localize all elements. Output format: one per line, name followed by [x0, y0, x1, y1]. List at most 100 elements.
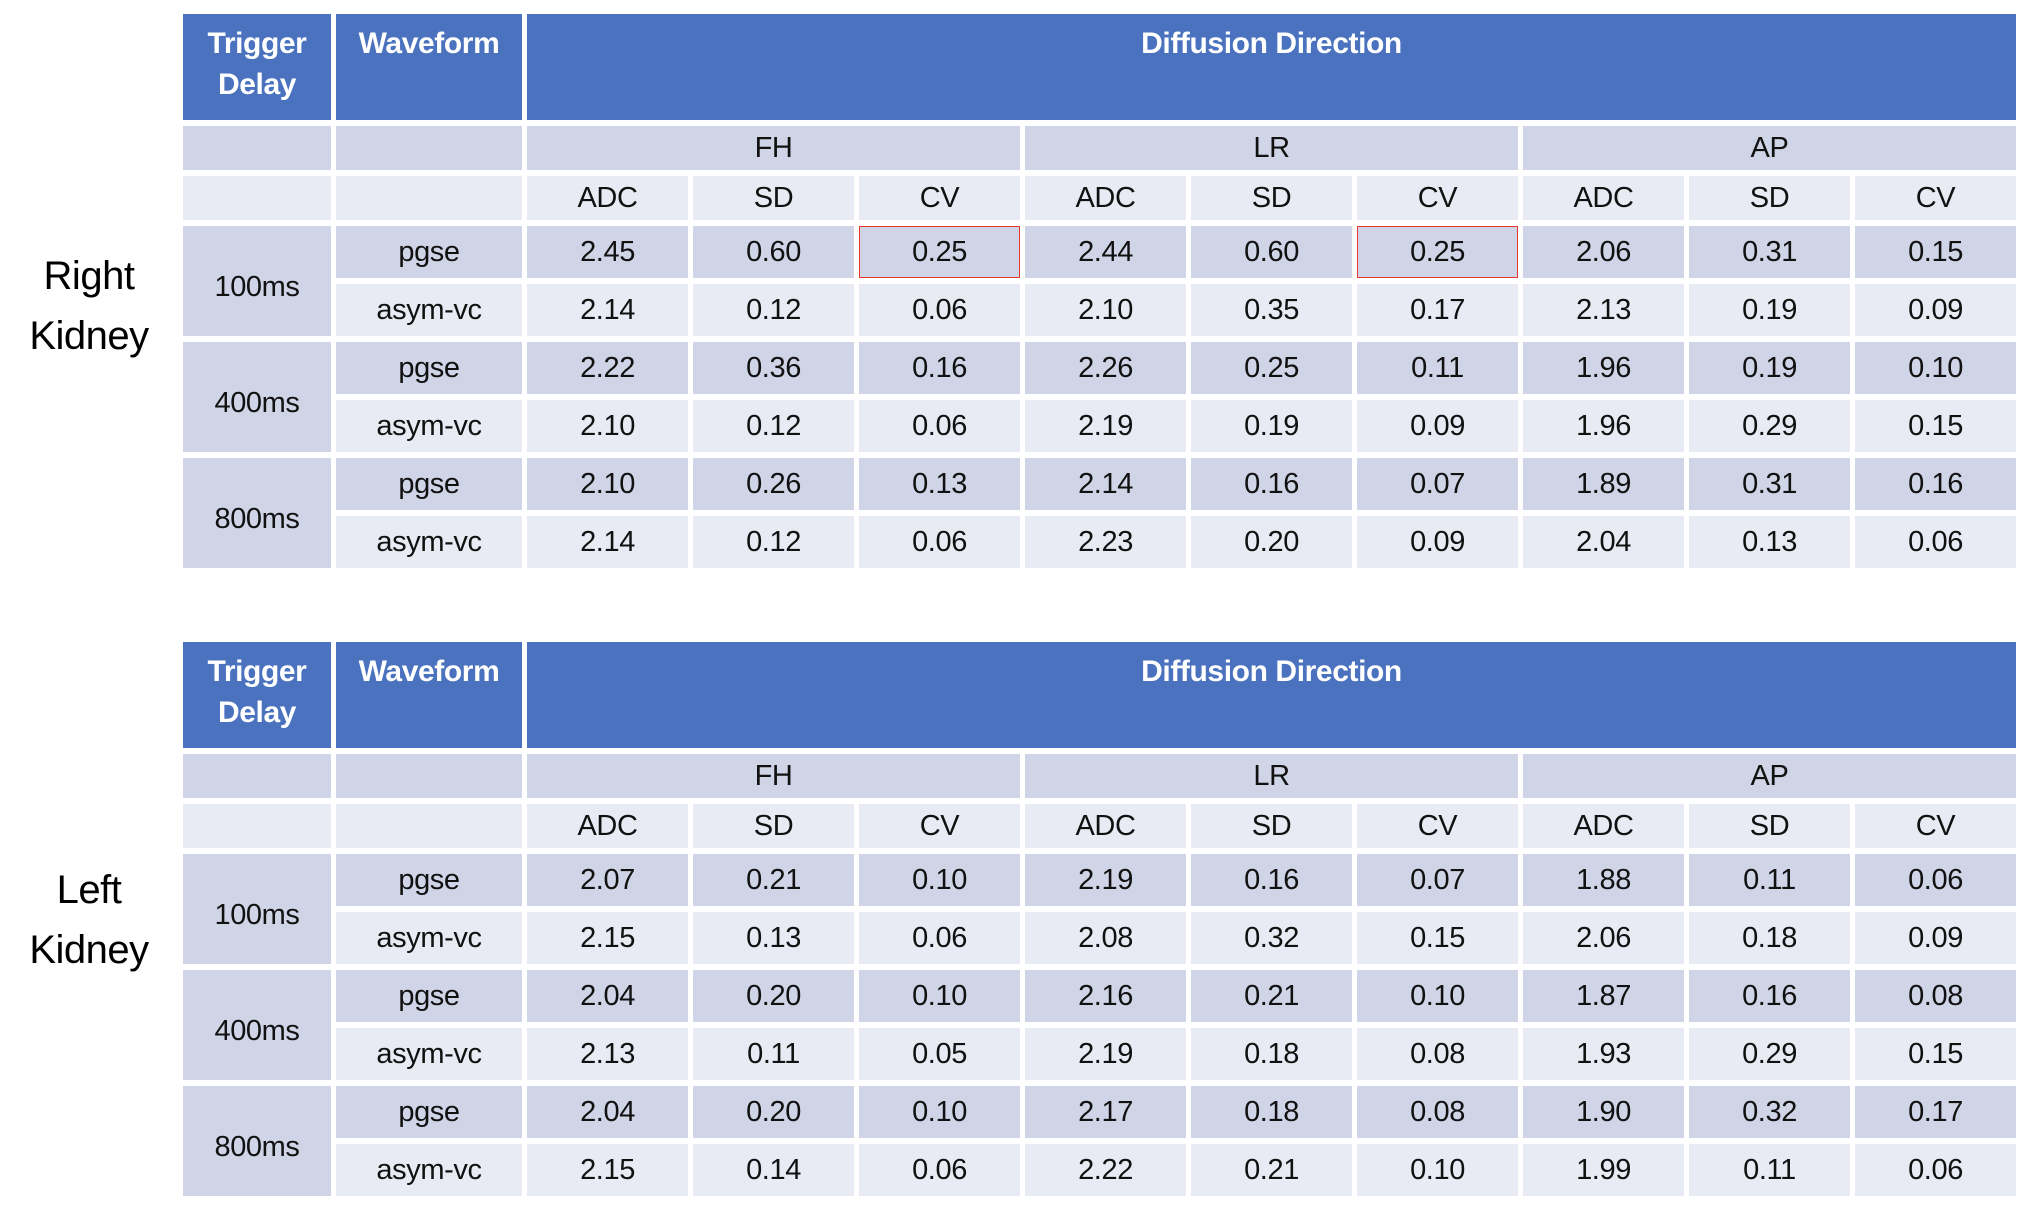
waveform-cell: asym-vc [336, 1144, 522, 1196]
data-cell: 0.07 [1357, 854, 1518, 906]
data-cell: 0.17 [1855, 1086, 2016, 1138]
data-cell: 0.15 [1855, 226, 2016, 278]
metric-header-row: ADC SD CV ADC SD CV ADC SD CV [183, 176, 2016, 220]
data-cell: 0.15 [1855, 1028, 2016, 1080]
waveform-header: Waveform [336, 642, 522, 748]
data-cell: 0.09 [1357, 400, 1518, 452]
left-kidney-label-line1: Left [56, 868, 122, 912]
data-cell: 0.10 [859, 1086, 1020, 1138]
data-cell: 2.14 [1025, 458, 1186, 510]
waveform-cell: pgse [336, 970, 522, 1022]
waveform-cell: asym-vc [336, 1028, 522, 1080]
data-cell: 2.04 [1523, 516, 1684, 568]
metric-header-adc: ADC [1523, 176, 1684, 220]
data-cell: 2.19 [1025, 400, 1186, 452]
data-cell: 0.60 [1191, 226, 1352, 278]
data-cell: 2.08 [1025, 912, 1186, 964]
data-cell: 0.29 [1689, 1028, 1850, 1080]
data-cell: 0.31 [1689, 458, 1850, 510]
data-cell: 1.90 [1523, 1086, 1684, 1138]
data-cell: 0.20 [693, 1086, 854, 1138]
metric-header-cv: CV [859, 176, 1020, 220]
data-cell: 0.06 [1855, 516, 2016, 568]
waveform-cell: asym-vc [336, 912, 522, 964]
data-cell: 1.99 [1523, 1144, 1684, 1196]
metric-header-sd: SD [693, 176, 854, 220]
data-cell: 0.21 [1191, 1144, 1352, 1196]
empty-cell [183, 804, 331, 848]
data-cell: 0.11 [1689, 854, 1850, 906]
data-cell: 2.16 [1025, 970, 1186, 1022]
data-cell: 2.10 [1025, 284, 1186, 336]
metric-header-cv: CV [1357, 176, 1518, 220]
data-cell: 0.18 [1191, 1028, 1352, 1080]
empty-cell [336, 804, 522, 848]
table-row: 800ms pgse 2.10 0.26 0.13 2.14 0.16 0.07… [183, 458, 2016, 568]
data-cell: 1.87 [1523, 970, 1684, 1022]
trigger-delay-header: Trigger Delay [183, 14, 331, 120]
metric-header-sd: SD [1191, 804, 1352, 848]
data-cell: 0.09 [1357, 516, 1518, 568]
metric-header-cv: CV [1855, 176, 2016, 220]
metric-header-row: ADC SD CV ADC SD CV ADC SD CV [183, 804, 2016, 848]
data-cell: 0.09 [1855, 912, 2016, 964]
waveform-cell: pgse [336, 854, 522, 906]
data-cell: 0.13 [1689, 516, 1850, 568]
empty-cell [336, 176, 522, 220]
data-cell: 2.15 [527, 1144, 688, 1196]
metric-header-adc: ADC [527, 176, 688, 220]
data-cell: 2.04 [527, 970, 688, 1022]
metric-header-adc: ADC [1025, 804, 1186, 848]
group-header-ap: AP [1523, 754, 2016, 798]
data-cell: 0.06 [859, 400, 1020, 452]
data-cell: 0.08 [1357, 1086, 1518, 1138]
trigger-delay-cell: 400ms [183, 970, 331, 1080]
direction-group-row: FH LR AP [183, 126, 2016, 170]
data-cell: 0.12 [693, 516, 854, 568]
diffusion-direction-header: Diffusion Direction [527, 14, 2016, 120]
trigger-delay-cell: 400ms [183, 342, 331, 452]
data-cell: 0.08 [1855, 970, 2016, 1022]
metric-header-sd: SD [693, 804, 854, 848]
group-header-fh: FH [527, 754, 1020, 798]
left-kidney-table: Trigger Delay Waveform Diffusion Directi… [178, 636, 2021, 1202]
data-cell: 0.10 [859, 854, 1020, 906]
direction-group-row: FH LR AP [183, 754, 2016, 798]
table-row: 800ms pgse 2.04 0.20 0.10 2.17 0.18 0.08… [183, 1086, 2016, 1196]
data-cell: 0.29 [1689, 400, 1850, 452]
data-cell: 2.23 [1025, 516, 1186, 568]
data-cell: 0.19 [1689, 342, 1850, 394]
right-kidney-label-line1: Right [43, 254, 135, 298]
metric-header-sd: SD [1689, 176, 1850, 220]
data-cell: 2.13 [527, 1028, 688, 1080]
table-row: asym-vc 2.15 0.14 0.06 2.22 0.21 0.10 1.… [183, 1144, 2016, 1196]
data-cell: 0.13 [693, 912, 854, 964]
data-cell: 0.06 [1855, 854, 2016, 906]
data-cell: 0.15 [1357, 912, 1518, 964]
data-cell: 2.10 [527, 400, 688, 452]
table-row: asym-vc 2.14 0.12 0.06 2.23 0.20 0.09 2.… [183, 516, 2016, 568]
metric-header-sd: SD [1191, 176, 1352, 220]
group-header-lr: LR [1025, 126, 1518, 170]
metric-header-cv: CV [1357, 804, 1518, 848]
waveform-header: Waveform [336, 14, 522, 120]
data-cell: 0.13 [859, 458, 1020, 510]
data-cell: 0.16 [1689, 970, 1850, 1022]
metric-header-adc: ADC [1523, 804, 1684, 848]
data-cell: 0.06 [859, 912, 1020, 964]
data-cell: 2.17 [1025, 1086, 1186, 1138]
data-cell: 0.19 [1191, 400, 1352, 452]
metric-header-adc: ADC [527, 804, 688, 848]
data-cell: 2.26 [1025, 342, 1186, 394]
trigger-delay-header: Trigger Delay [183, 642, 331, 748]
data-cell: 2.19 [1025, 1028, 1186, 1080]
data-cell: 2.19 [1025, 854, 1186, 906]
data-cell: 0.10 [1357, 1144, 1518, 1196]
data-cell: 0.32 [1191, 912, 1352, 964]
table-row: 400ms pgse 2.22 0.36 0.16 2.26 0.25 0.11… [183, 342, 2016, 452]
data-cell: 0.16 [1191, 458, 1352, 510]
data-cell: 0.18 [1191, 1086, 1352, 1138]
waveform-cell: asym-vc [336, 400, 522, 452]
data-cell: 2.44 [1025, 226, 1186, 278]
data-cell: 2.10 [527, 458, 688, 510]
